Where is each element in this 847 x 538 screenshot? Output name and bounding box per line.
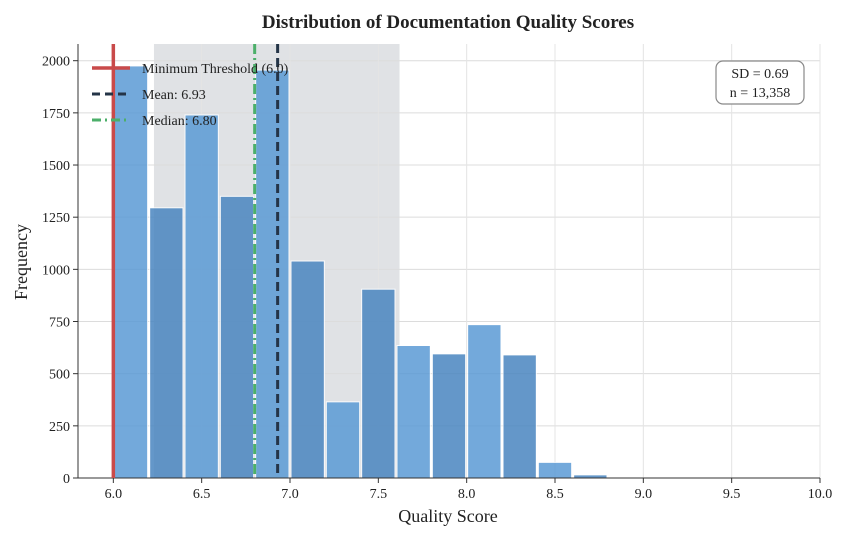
y-axis-label: Frequency [11,224,31,300]
legend-label: Minimum Threshold (6.0) [142,62,289,77]
x-tick-label: 8.5 [546,487,564,502]
y-tick-label: 1500 [42,159,70,174]
x-tick-label: 6.5 [193,487,211,502]
x-tick-label: 10.0 [808,487,833,502]
x-tick-label: 9.0 [635,487,653,502]
histogram-bar [431,353,467,479]
stats-sd: SD = 0.69 [731,67,788,82]
histogram-bar [149,207,184,479]
legend-label: Median: 6.80 [142,114,217,129]
plot-area: 6.0 6.5 7.0 7.5 8.0 8.5 9.0 9.5 10.0 0 250 500 750 10… [42,44,832,502]
histogram-bar [361,288,396,479]
y-tick-label: 1750 [42,107,70,122]
x-tick-label: 7.0 [281,487,299,502]
histogram-bar [396,345,431,479]
y-tick-label: 2000 [42,55,70,70]
histogram-bar [290,260,325,479]
x-tick-label: 6.0 [105,487,123,502]
stats-n: n = 13,358 [730,86,790,101]
histogram-bar [255,69,290,479]
histogram-bar [537,461,573,479]
chart-title: Distribution of Documentation Quality Sc… [262,12,634,33]
histogram-bar [325,401,361,479]
y-tick-label: 0 [63,472,70,487]
histogram-bar [502,354,537,479]
histogram-bar [467,324,502,479]
y-tick-label: 1000 [42,263,70,278]
histogram-bar [113,65,149,479]
histogram-bar [219,195,255,479]
y-tick-label: 1250 [42,211,70,226]
x-tick-label: 9.5 [723,487,741,502]
stats-box [715,60,805,105]
y-tick-label: 250 [49,420,70,435]
x-axis-label: Quality Score [398,506,497,526]
legend-label: Mean: 6.93 [142,88,206,103]
histogram-bar [184,114,219,479]
y-tick-label: 750 [49,316,70,331]
x-tick-label: 8.0 [458,487,476,502]
y-tick-label: 500 [49,368,70,383]
x-tick-label: 7.5 [370,487,388,502]
